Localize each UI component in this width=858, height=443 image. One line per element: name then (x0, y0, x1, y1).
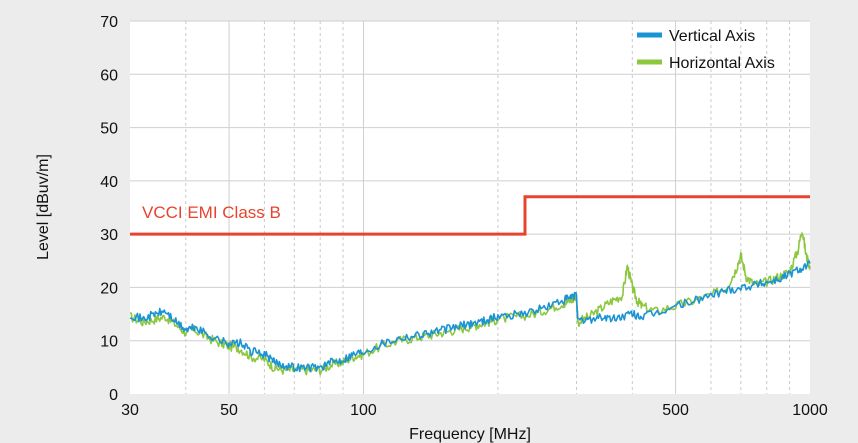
x-tick-label: 500 (662, 402, 689, 419)
y-tick-label: 0 (109, 387, 118, 404)
x-axis-ticks: 30 50 100 500 1000 (121, 402, 828, 419)
series-vertical-axis (129, 260, 811, 373)
legend: Vertical Axis Horizontal Axis (637, 28, 775, 72)
y-tick-label: 30 (100, 227, 118, 244)
minor-gridlines (185, 21, 791, 394)
y-tick-label: 70 (100, 14, 118, 31)
legend-label-horizontal-axis: Horizontal Axis (669, 55, 775, 72)
x-tick-label: 30 (121, 402, 139, 419)
legend-label-vertical-axis: Vertical Axis (669, 28, 755, 45)
x-tick-label: 100 (350, 402, 377, 419)
y-tick-label: 20 (100, 280, 118, 297)
limit-line-label: VCCI EMI Class B (142, 203, 281, 222)
y-axis-title: Level [dBuv/m] (35, 154, 52, 260)
x-tick-label: 50 (220, 402, 238, 419)
y-tick-label: 10 (100, 334, 118, 351)
plot-area (130, 21, 810, 394)
y-tick-label: 60 (100, 67, 118, 84)
y-tick-label: 40 (100, 174, 118, 191)
y-axis-ticks: 0 10 20 30 40 50 60 70 (100, 14, 118, 404)
x-tick-label: 1000 (792, 402, 828, 419)
limit-layer (130, 195, 810, 236)
series-horizontal-axis (129, 232, 811, 376)
x-axis-title: Frequency [MHz] (409, 426, 531, 443)
y-tick-label: 50 (100, 121, 118, 138)
limit-line-class-b (130, 195, 810, 236)
series-layer (129, 232, 811, 376)
